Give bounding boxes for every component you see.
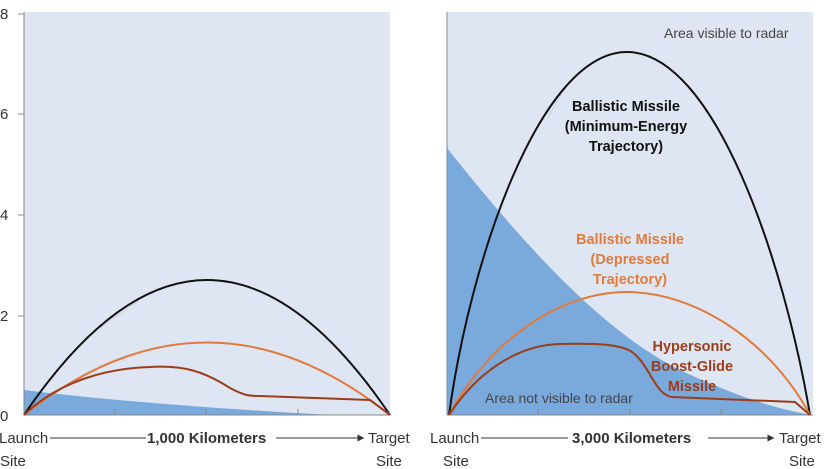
right-launch-label-2: Site	[443, 453, 469, 469]
left-panel: 8 6 4 2 0 Launch Site 1,000 Kilometers T…	[0, 6, 411, 469]
y-tick-6: 6	[0, 106, 8, 123]
right-arrow-min-energy	[547, 94, 562, 119]
right-panel: Area visible to radar Area not visible t…	[430, 12, 822, 469]
left-trajectory-min-energy	[23, 279, 391, 416]
y-tick-0: 0	[0, 408, 8, 425]
y-tick-4: 4	[0, 207, 8, 224]
label-min-energy-line-3: Trajectory)	[589, 139, 663, 155]
visible-radar-label: Area visible to radar	[664, 25, 789, 41]
label-min-energy-line-1: Ballistic Missile	[572, 99, 680, 115]
label-hypersonic-line-1: Hypersonic	[653, 339, 732, 355]
label-min-energy: Ballistic Missile (Minimum-Energy Trajec…	[565, 99, 687, 155]
right-trajectory-hypersonic	[448, 342, 811, 416]
label-hypersonic-line-2: Boost-Glide	[651, 359, 733, 375]
left-arrow-depressed	[119, 353, 142, 363]
label-hypersonic: Hypersonic Boost-Glide Missile	[651, 339, 733, 395]
right-arrow-depressed	[547, 309, 567, 319]
left-trajectory-hypersonic	[23, 365, 391, 416]
right-target-label-1: Target	[779, 430, 822, 447]
not-visible-radar-label: Area not visible to radar	[485, 390, 633, 406]
label-depressed-line-2: (Depressed	[591, 252, 670, 268]
left-launch-label-1: Launch	[0, 430, 48, 447]
left-hidden-area	[24, 390, 330, 415]
y-tick-8: 8	[0, 6, 8, 23]
left-launch-label-2: Site	[0, 453, 26, 469]
right-target-label-2: Site	[789, 453, 815, 469]
label-hypersonic-line-3: Missile	[668, 379, 716, 395]
left-distance-label: 1,000 Kilometers	[147, 430, 266, 447]
right-launch-label-1: Launch	[430, 430, 479, 447]
label-depressed-line-3: Trajectory)	[593, 272, 667, 288]
y-tick-2: 2	[0, 308, 8, 325]
left-target-label-1: Target	[368, 430, 411, 447]
right-trajectory-min-energy	[448, 50, 811, 416]
label-min-energy-line-2: (Minimum-Energy	[565, 119, 687, 135]
left-arrow-min-energy	[99, 300, 139, 329]
label-depressed-line-1: Ballistic Missile	[576, 232, 684, 248]
left-target-label-2: Site	[376, 453, 402, 469]
left-visible-area	[24, 12, 390, 415]
left-arrow-hypersonic	[137, 366, 153, 369]
right-trajectory-depressed	[448, 290, 811, 416]
left-trajectory-depressed	[23, 341, 391, 416]
label-depressed: Ballistic Missile (Depressed Trajectory)	[576, 232, 684, 288]
right-distance-label: 3,000 Kilometers	[572, 430, 691, 447]
right-hidden-area	[447, 148, 813, 415]
y-axis: 8 6 4 2 0	[0, 6, 25, 425]
